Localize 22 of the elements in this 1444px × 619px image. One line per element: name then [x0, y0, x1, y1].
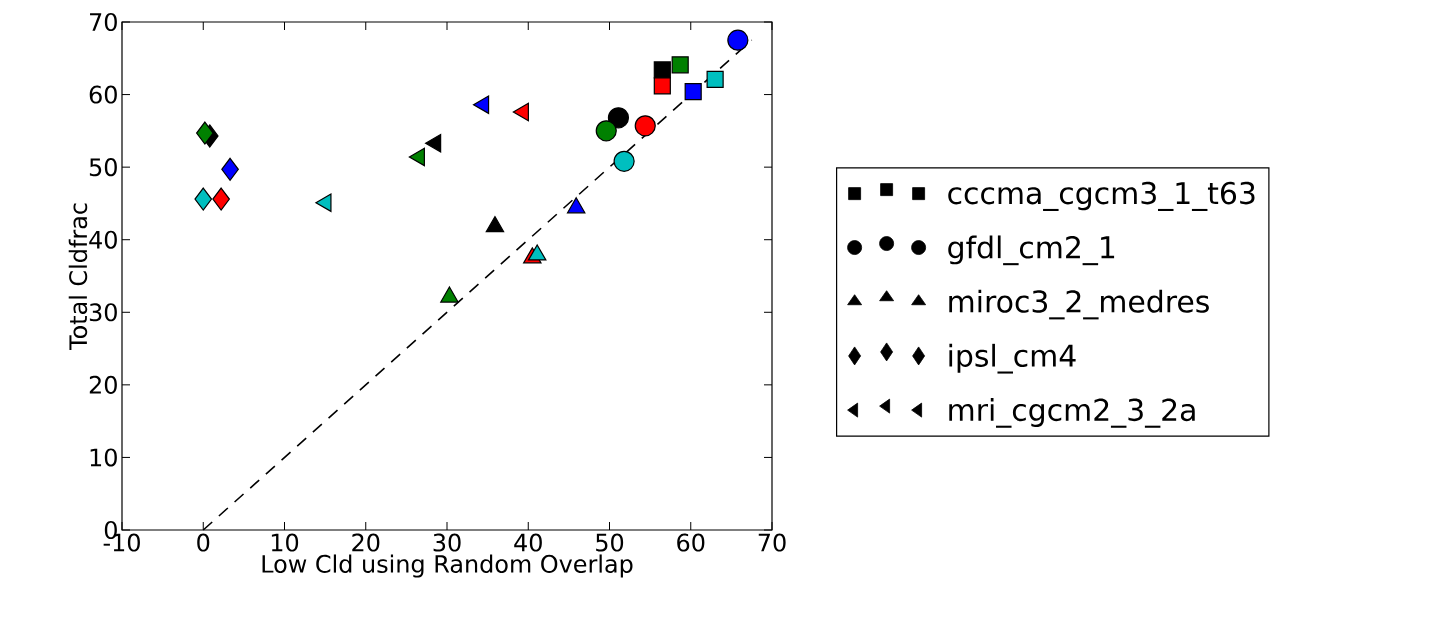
x-tick-label: 40	[514, 533, 542, 552]
y-tick-label: 50	[89, 158, 117, 177]
x-tick-label: 30	[433, 533, 461, 552]
x-tick-label: 50	[596, 533, 624, 552]
y-tick-label: 20	[89, 375, 117, 394]
legend-label: gfdl_cm2_1	[948, 235, 1115, 266]
legend-label: miroc3_2_medres	[949, 289, 1209, 320]
y-tick-label: 60	[89, 85, 117, 104]
x-tick-label: 60	[677, 533, 705, 552]
x-tick-label: 70	[758, 533, 786, 552]
x-axis-title: Low Cld using Random Overlap	[262, 554, 633, 578]
y-tick-label: 40	[89, 230, 117, 249]
y-tick-label: 10	[90, 448, 117, 467]
y-axis-title: Total Cldfrac	[68, 203, 88, 351]
y-tick-label: 30	[89, 303, 117, 322]
y-tick-label: 70	[90, 12, 117, 32]
legend-label: cccma_cgcm3_1_t63	[948, 181, 1255, 212]
x-tick-label: 20	[352, 533, 380, 552]
legend-label: ipsl_cm4	[949, 343, 1076, 374]
x-tick-label: 0	[197, 533, 210, 552]
legend-label: mri_cgcm2_3_2a	[949, 398, 1195, 428]
x-tick-label: 10	[271, 533, 299, 552]
